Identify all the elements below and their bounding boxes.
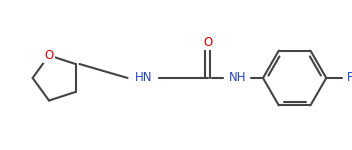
Text: O: O — [203, 36, 212, 49]
Text: NH: NH — [228, 71, 246, 84]
Text: O: O — [44, 49, 54, 62]
Text: F: F — [347, 71, 352, 84]
Text: HN: HN — [134, 71, 152, 84]
